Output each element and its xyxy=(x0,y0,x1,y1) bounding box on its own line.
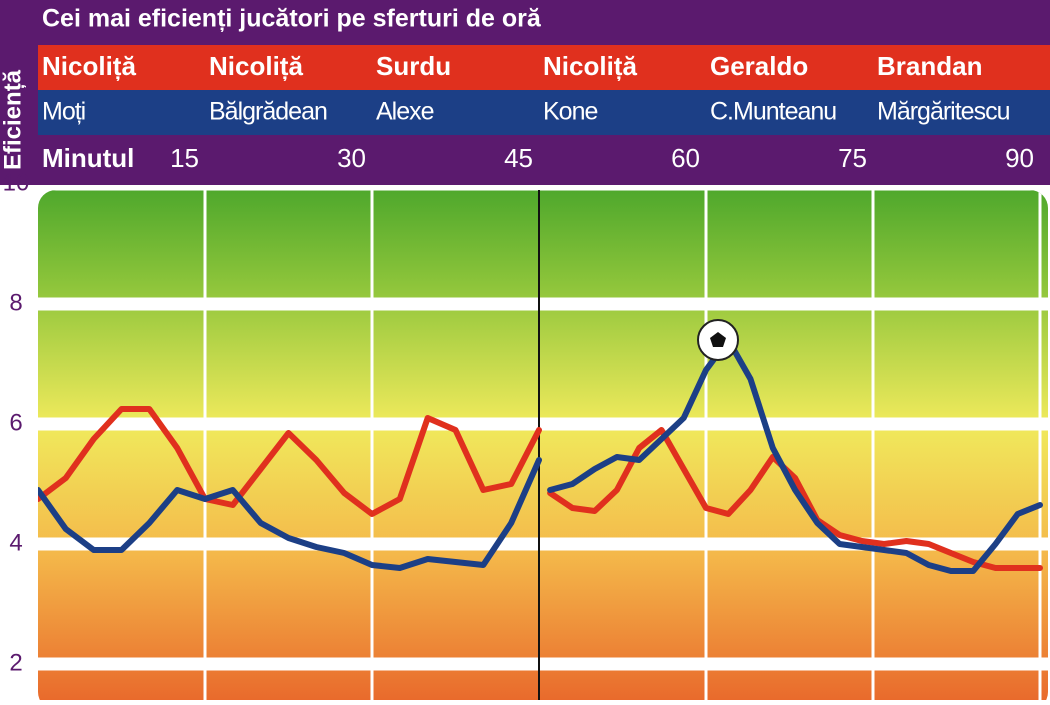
y-tick-label: 2 xyxy=(9,649,22,676)
red-player-name: Surdu xyxy=(376,51,451,81)
blue-player-name: Moți xyxy=(42,98,85,126)
plot-area xyxy=(38,190,1048,705)
x-tick-label: 60 xyxy=(671,143,700,173)
x-tick-label: 30 xyxy=(337,143,366,173)
red-player-name: Nicoliță xyxy=(209,51,303,81)
x-tick-label: 90 xyxy=(1005,143,1034,173)
ball-patch xyxy=(710,332,726,347)
y-tick-label: 6 xyxy=(9,409,22,436)
blue-player-name: Kone xyxy=(543,98,597,126)
series-line xyxy=(38,457,542,571)
plot xyxy=(38,190,1048,700)
blue-row xyxy=(38,90,1050,135)
red-player-name: Geraldo xyxy=(710,51,808,81)
blue-player-name: C.Munteanu xyxy=(710,98,836,126)
y-tick-label: 8 xyxy=(9,289,22,316)
red-row xyxy=(38,45,1050,90)
x-axis-label: Minutul xyxy=(42,143,134,173)
red-player-name: Nicoliță xyxy=(543,51,637,81)
x-tick-label: 45 xyxy=(504,143,533,173)
red-player-name: Brandan xyxy=(877,51,982,81)
blue-player-name: Bălgrădean xyxy=(209,98,327,126)
x-tick-label: 15 xyxy=(170,143,199,173)
series-line xyxy=(547,337,1043,574)
blue-player-name: Alexe xyxy=(376,98,434,126)
x-tick-label: 75 xyxy=(838,143,867,173)
series-line xyxy=(38,406,542,517)
y-axis-label: Eficiență xyxy=(0,69,26,170)
chart-title: Cei mai eficienți jucători pe sferturi d… xyxy=(42,5,542,33)
blue-player-name: Mărgăritescu xyxy=(877,98,1010,126)
y-tick-label: 4 xyxy=(9,529,22,556)
red-player-name: Nicoliță xyxy=(42,51,136,81)
y-tick-label: 10 xyxy=(3,169,30,196)
